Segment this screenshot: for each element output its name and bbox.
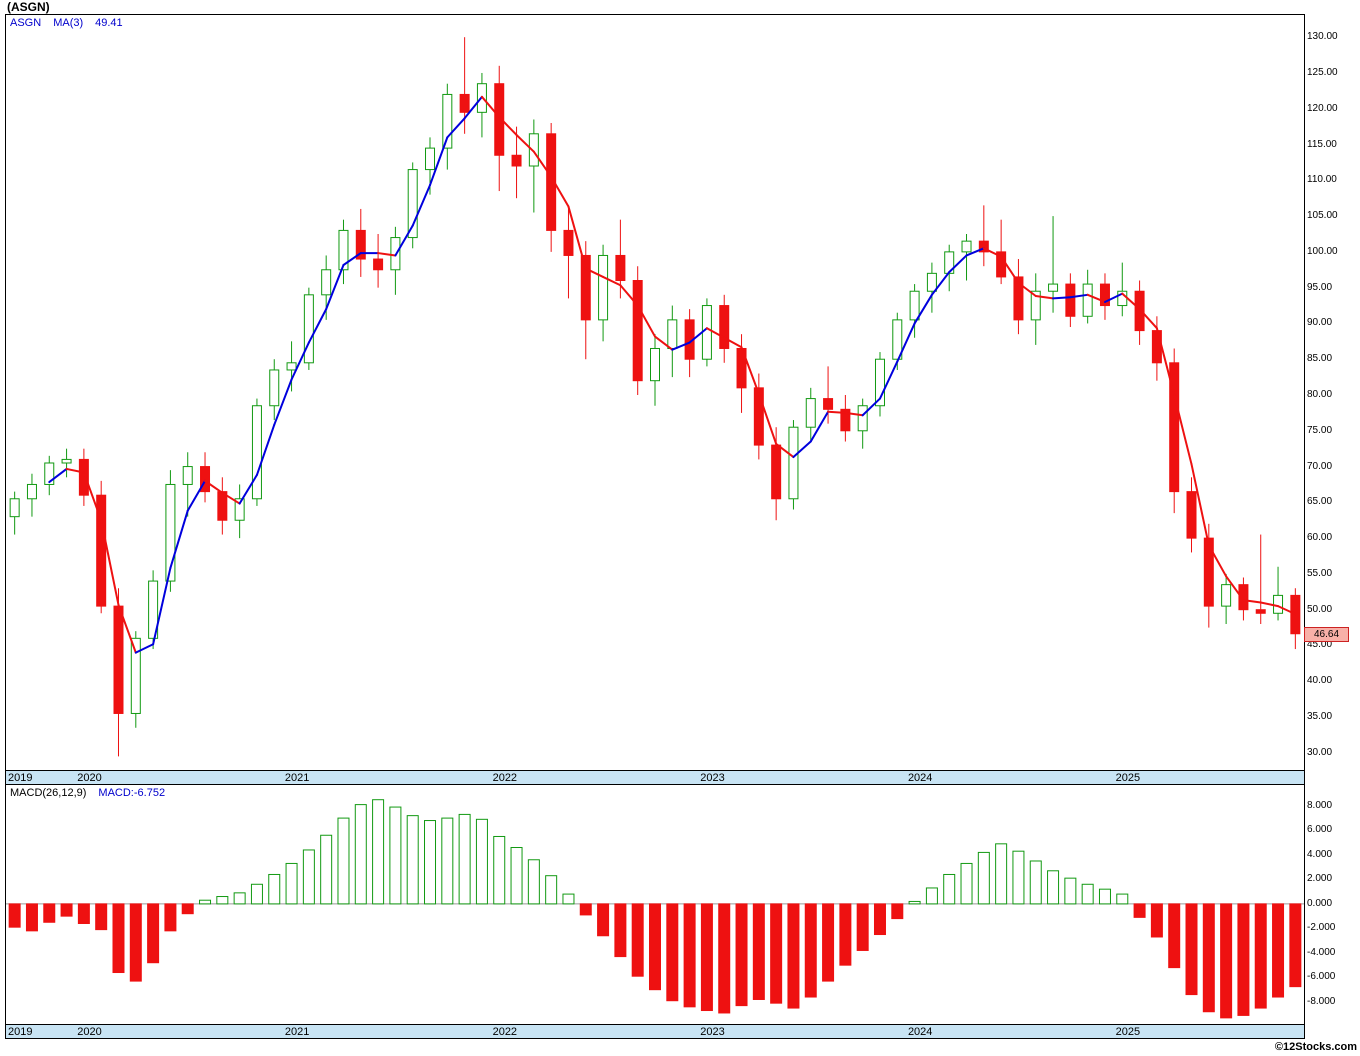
- legend-ma-value: 49.41: [95, 17, 123, 29]
- year-label: 2024: [907, 1026, 933, 1038]
- price-tick-label: 90.00: [1307, 317, 1333, 329]
- macd-tick-label: -2.000: [1307, 922, 1336, 934]
- year-label: 2024: [907, 772, 933, 784]
- price-tick-label: 40.00: [1307, 675, 1333, 687]
- price-candlestick-chart: [9, 37, 1301, 757]
- legend-symbol: ASGN: [10, 17, 42, 29]
- year-label: 2022: [492, 1026, 518, 1038]
- price-tick-label: 125.00: [1307, 66, 1338, 78]
- year-label: 2020: [77, 1026, 102, 1038]
- date-axis-main: 2019 2020 2021 2022 2023 2024 2025: [5, 770, 1305, 785]
- macd-legend-label: MACD(26,12,9): [10, 787, 87, 799]
- macd-legend-value: MACD:-6.752: [98, 787, 166, 799]
- price-tick-label: 50.00: [1307, 603, 1333, 615]
- price-tick-label: 105.00: [1307, 210, 1338, 222]
- macd-tick-label: -4.000: [1307, 946, 1336, 958]
- macd-legend: MACD(26,12,9) MACD:-6.752: [10, 787, 177, 799]
- year-label: 2020: [77, 772, 102, 784]
- price-tick-label: 80.00: [1307, 389, 1333, 400]
- macd-tick-label: 8.000: [1307, 799, 1333, 811]
- year-label: 2021: [284, 772, 310, 784]
- macd-tick-label: 2.000: [1307, 873, 1333, 885]
- macd-axis: 8.000 6.000 4.000 2.000 0.000 -2.000 -4.000 -6.…: [1307, 784, 1359, 1025]
- year-label: 2025: [1115, 1026, 1141, 1038]
- macd-tick-label: 4.000: [1307, 848, 1333, 860]
- price-tick-label: 110.00: [1307, 174, 1337, 186]
- price-legend: ASGN MA(3) 49.41: [10, 17, 135, 29]
- macd-tick-label: -8.000: [1307, 995, 1336, 1007]
- watermark: ©12Stocks.com: [1274, 1041, 1357, 1053]
- price-axis: 130.00 125.00 120.00 115.00 110.00 105.00 100.…: [1307, 14, 1359, 771]
- price-tick-label: 115.00: [1307, 138, 1337, 150]
- price-tick-label: 30.00: [1307, 746, 1333, 758]
- price-tick-label: 75.00: [1307, 424, 1333, 436]
- price-tick-label: 130.00: [1307, 31, 1338, 43]
- year-label: 2022: [492, 772, 518, 784]
- price-tick-label: 100.00: [1307, 245, 1338, 257]
- last-price-marker: 46.64: [1304, 626, 1349, 642]
- price-tick-label: 95.00: [1307, 281, 1333, 293]
- year-label: 2019: [8, 1026, 33, 1038]
- year-label: 2025: [1115, 772, 1141, 784]
- year-label: 2021: [284, 1026, 310, 1038]
- price-tick-label: 85.00: [1307, 353, 1333, 365]
- price-tick-label: 35.00: [1307, 711, 1333, 723]
- price-tick-label: 45.00: [1307, 639, 1333, 651]
- macd-tick-label: 0.000: [1307, 897, 1333, 909]
- price-tick-label: 65.00: [1307, 496, 1333, 508]
- macd-chart-panel: MACD(26,12,9) MACD:-6.752: [5, 784, 1305, 1025]
- year-label: 2023: [700, 772, 725, 784]
- price-tick-label: 120.00: [1307, 102, 1338, 114]
- price-tick-label: 55.00: [1307, 567, 1333, 579]
- price-chart-panel: ASGN MA(3) 49.41: [5, 14, 1305, 771]
- year-label: 2023: [700, 1026, 725, 1038]
- macd-histogram-chart: [6, 799, 1304, 1019]
- year-label: 2019: [8, 772, 33, 784]
- legend-ma-label: MA(3): [53, 17, 84, 29]
- date-axis-macd: 2019 2020 2021 2022 2023 2024 2025: [5, 1024, 1305, 1039]
- macd-tick-label: 6.000: [1307, 824, 1333, 836]
- price-tick-label: 60.00: [1307, 532, 1333, 544]
- page-title: (ASGN): [7, 0, 50, 14]
- macd-tick-label: -6.000: [1307, 971, 1336, 983]
- price-tick-label: 70.00: [1307, 460, 1333, 472]
